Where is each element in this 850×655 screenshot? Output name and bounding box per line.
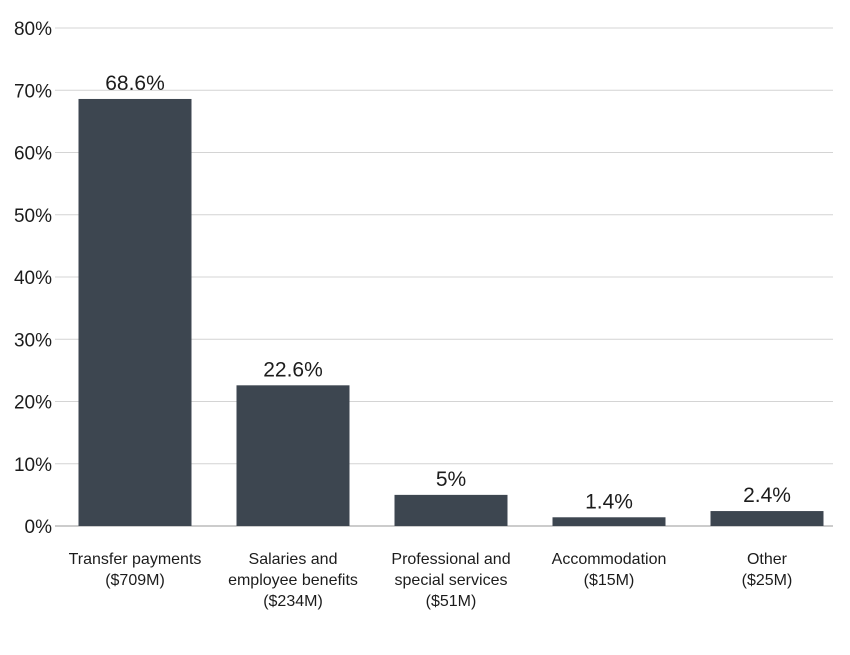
category-label-line: Professional and	[391, 551, 510, 568]
y-tick-label: 30%	[14, 330, 52, 351]
y-tick-label: 60%	[14, 144, 52, 165]
category-label: Professional and special services ($51M)	[391, 551, 510, 610]
data-label: 2.4%	[743, 484, 791, 507]
category-label: Accommodation ($15M)	[552, 551, 667, 589]
category-label-line: Transfer payments	[69, 551, 202, 568]
y-tick-label: 20%	[14, 393, 52, 414]
category-label-line: special services	[395, 572, 508, 589]
category-label-line: Accommodation	[552, 551, 667, 568]
data-label: 5%	[436, 468, 466, 491]
y-tick-label: 10%	[14, 455, 52, 476]
category-label: Other ($25M)	[742, 551, 793, 589]
y-tick-label: 70%	[14, 81, 52, 102]
category-label-line: ($709M)	[105, 572, 165, 589]
category-label: Salaries and employee benefits ($234M)	[228, 551, 358, 610]
bar	[552, 517, 666, 526]
y-axis-ticks: 0% 10% 20% 30% 40% 50% 60% 70% 80%	[14, 19, 52, 538]
data-labels: 68.6% 22.6% 5% 1.4% 2.4%	[105, 72, 791, 513]
category-label-line: employee benefits	[228, 572, 358, 589]
data-label: 1.4%	[585, 490, 633, 513]
bar	[394, 494, 508, 526]
category-labels: Transfer payments ($709M) Salaries and empl…	[69, 551, 793, 610]
bars	[78, 98, 824, 526]
category-label-line: Salaries and	[249, 551, 338, 568]
y-tick-label: 80%	[14, 19, 52, 40]
category-label-line: ($15M)	[584, 572, 635, 589]
category-label-line: ($51M)	[426, 593, 477, 610]
y-tick-label: 40%	[14, 268, 52, 289]
category-label-line: ($234M)	[263, 593, 323, 610]
bar	[78, 98, 192, 526]
bar	[236, 385, 350, 526]
category-label-line: Other	[747, 551, 788, 568]
data-label: 68.6%	[105, 72, 165, 95]
bar	[710, 511, 824, 526]
y-tick-label: 0%	[25, 517, 53, 538]
category-label-line: ($25M)	[742, 572, 793, 589]
category-label: Transfer payments ($709M)	[69, 551, 202, 589]
y-tick-label: 50%	[14, 206, 52, 227]
data-label: 22.6%	[263, 358, 323, 381]
